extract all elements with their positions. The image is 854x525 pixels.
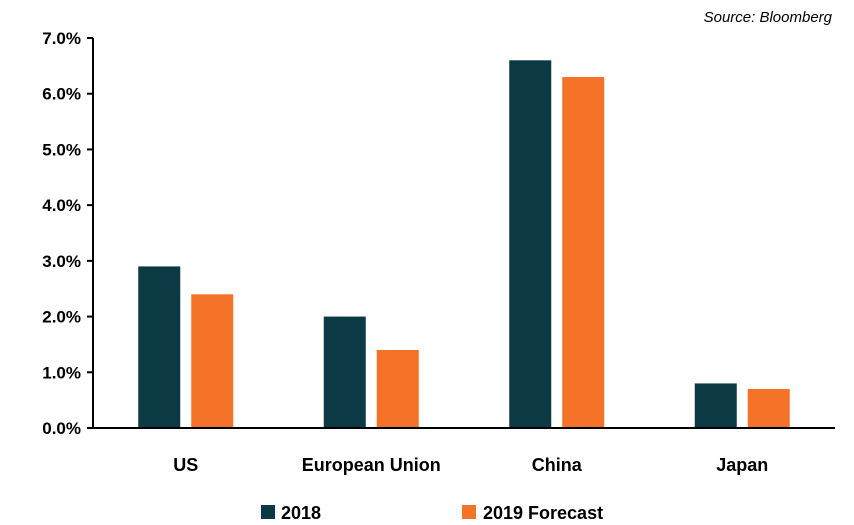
x-axis-labels: US European Union China Japan	[173, 455, 768, 475]
legend-label: 2018	[281, 503, 321, 523]
x-category-label: China	[532, 455, 583, 475]
legend-swatch	[261, 505, 275, 519]
x-category-label: Japan	[716, 455, 768, 475]
source-label: Source: Bloomberg	[704, 9, 833, 26]
bar-series-1	[694, 383, 737, 428]
bar-series-1	[138, 266, 181, 428]
x-category-label: US	[173, 455, 198, 475]
bars-group	[138, 60, 790, 429]
bar-series-1	[509, 60, 552, 429]
y-tick-label: 1.0%	[42, 363, 81, 382]
bar-series-2	[562, 77, 605, 428]
x-category-label: European Union	[302, 455, 441, 475]
bar-series-2	[376, 350, 419, 428]
bar-series-1	[323, 316, 366, 428]
y-axis: 0.0% 1.0% 2.0% 3.0% 4.0% 5.0% 6.0% 7.0%	[42, 29, 93, 438]
y-tick-label: 2.0%	[42, 308, 81, 327]
y-tick-label: 0.0%	[42, 419, 81, 438]
legend-label: 2019 Forecast	[483, 503, 603, 523]
y-tick-label: 5.0%	[42, 140, 81, 159]
legend: 2018 2019 Forecast	[261, 503, 603, 523]
legend-swatch	[462, 505, 476, 519]
y-tick-label: 7.0%	[42, 29, 81, 48]
y-tick-label: 4.0%	[42, 196, 81, 215]
y-tick-label: 3.0%	[42, 252, 81, 271]
bar-series-2	[747, 389, 790, 428]
y-tick-label: 6.0%	[42, 85, 81, 104]
bar-series-2	[191, 294, 234, 428]
